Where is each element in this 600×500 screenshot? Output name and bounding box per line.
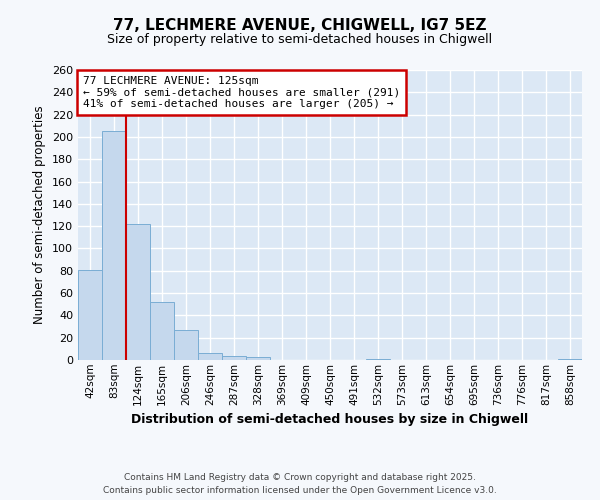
Bar bbox=[558, 359, 582, 360]
Text: Size of property relative to semi-detached houses in Chigwell: Size of property relative to semi-detach… bbox=[107, 32, 493, 46]
X-axis label: Distribution of semi-detached houses by size in Chigwell: Distribution of semi-detached houses by … bbox=[131, 413, 529, 426]
Bar bbox=[222, 356, 246, 360]
Y-axis label: Number of semi-detached properties: Number of semi-detached properties bbox=[34, 106, 46, 324]
Bar bbox=[366, 359, 390, 360]
Text: Contains HM Land Registry data © Crown copyright and database right 2025.
Contai: Contains HM Land Registry data © Crown c… bbox=[103, 473, 497, 495]
Bar bbox=[150, 302, 174, 360]
Bar bbox=[78, 270, 102, 360]
Text: 77 LECHMERE AVENUE: 125sqm
← 59% of semi-detached houses are smaller (291)
41% o: 77 LECHMERE AVENUE: 125sqm ← 59% of semi… bbox=[83, 76, 400, 109]
Bar bbox=[174, 330, 198, 360]
Text: 77, LECHMERE AVENUE, CHIGWELL, IG7 5EZ: 77, LECHMERE AVENUE, CHIGWELL, IG7 5EZ bbox=[113, 18, 487, 32]
Bar bbox=[102, 132, 126, 360]
Bar bbox=[198, 354, 222, 360]
Bar bbox=[246, 356, 270, 360]
Bar bbox=[126, 224, 150, 360]
